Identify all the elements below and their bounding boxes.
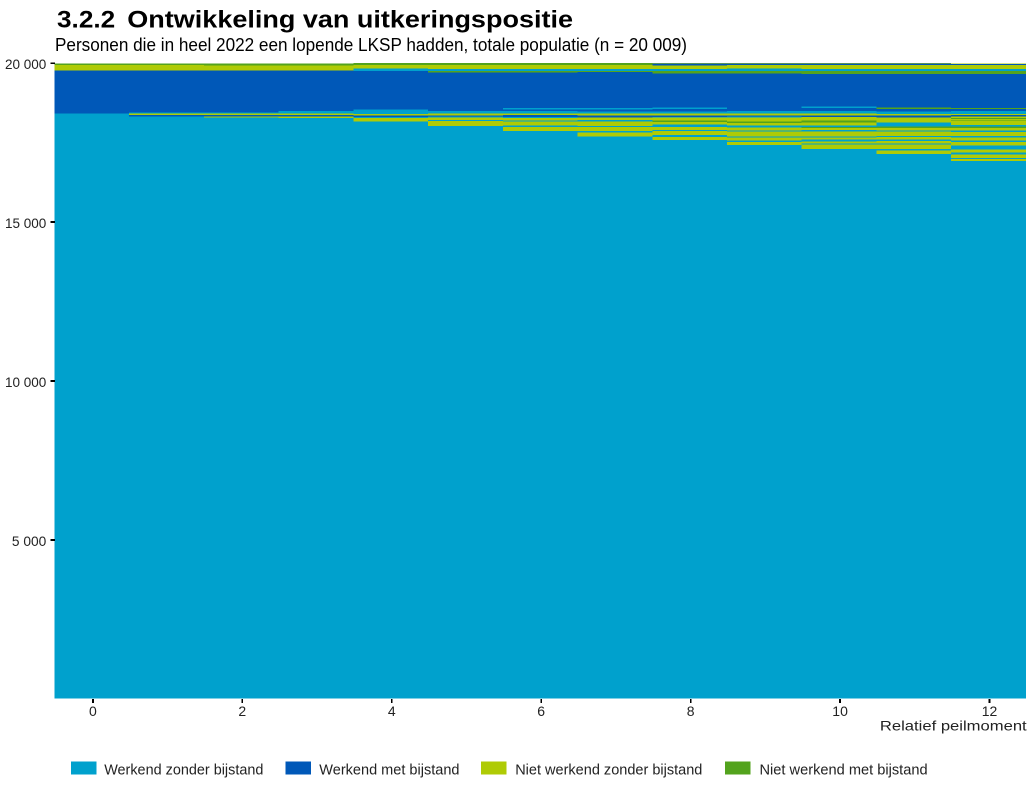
svg-text:5 000: 5 000 [12,533,47,549]
svg-text:15 000: 15 000 [5,215,46,231]
svg-text:Niet werkend zonder bijstand: Niet werkend zonder bijstand [515,762,702,779]
svg-text:Werkend met bijstand: Werkend met bijstand [319,762,459,779]
svg-text:20 000: 20 000 [5,56,46,72]
svg-text:2: 2 [238,703,246,719]
svg-text:3.2.2: 3.2.2 [57,7,115,34]
svg-text:Ontwikkeling van uitkeringspos: Ontwikkeling van uitkeringspositie [127,7,573,34]
svg-text:Niet werkend met bijstand: Niet werkend met bijstand [760,762,928,779]
svg-text:Relatief peilmoment: Relatief peilmoment [880,718,1027,734]
svg-text:10: 10 [832,703,848,719]
svg-text:0: 0 [89,703,97,719]
svg-text:Werkend zonder bijstand: Werkend zonder bijstand [104,762,263,779]
svg-text:6: 6 [537,703,545,719]
svg-text:10 000: 10 000 [5,374,46,390]
svg-text:12: 12 [982,703,998,719]
svg-text:8: 8 [687,703,695,719]
svg-text:Personen die in heel 2022 een: Personen die in heel 2022 een lopende LK… [55,35,687,55]
svg-text:4: 4 [388,703,396,719]
